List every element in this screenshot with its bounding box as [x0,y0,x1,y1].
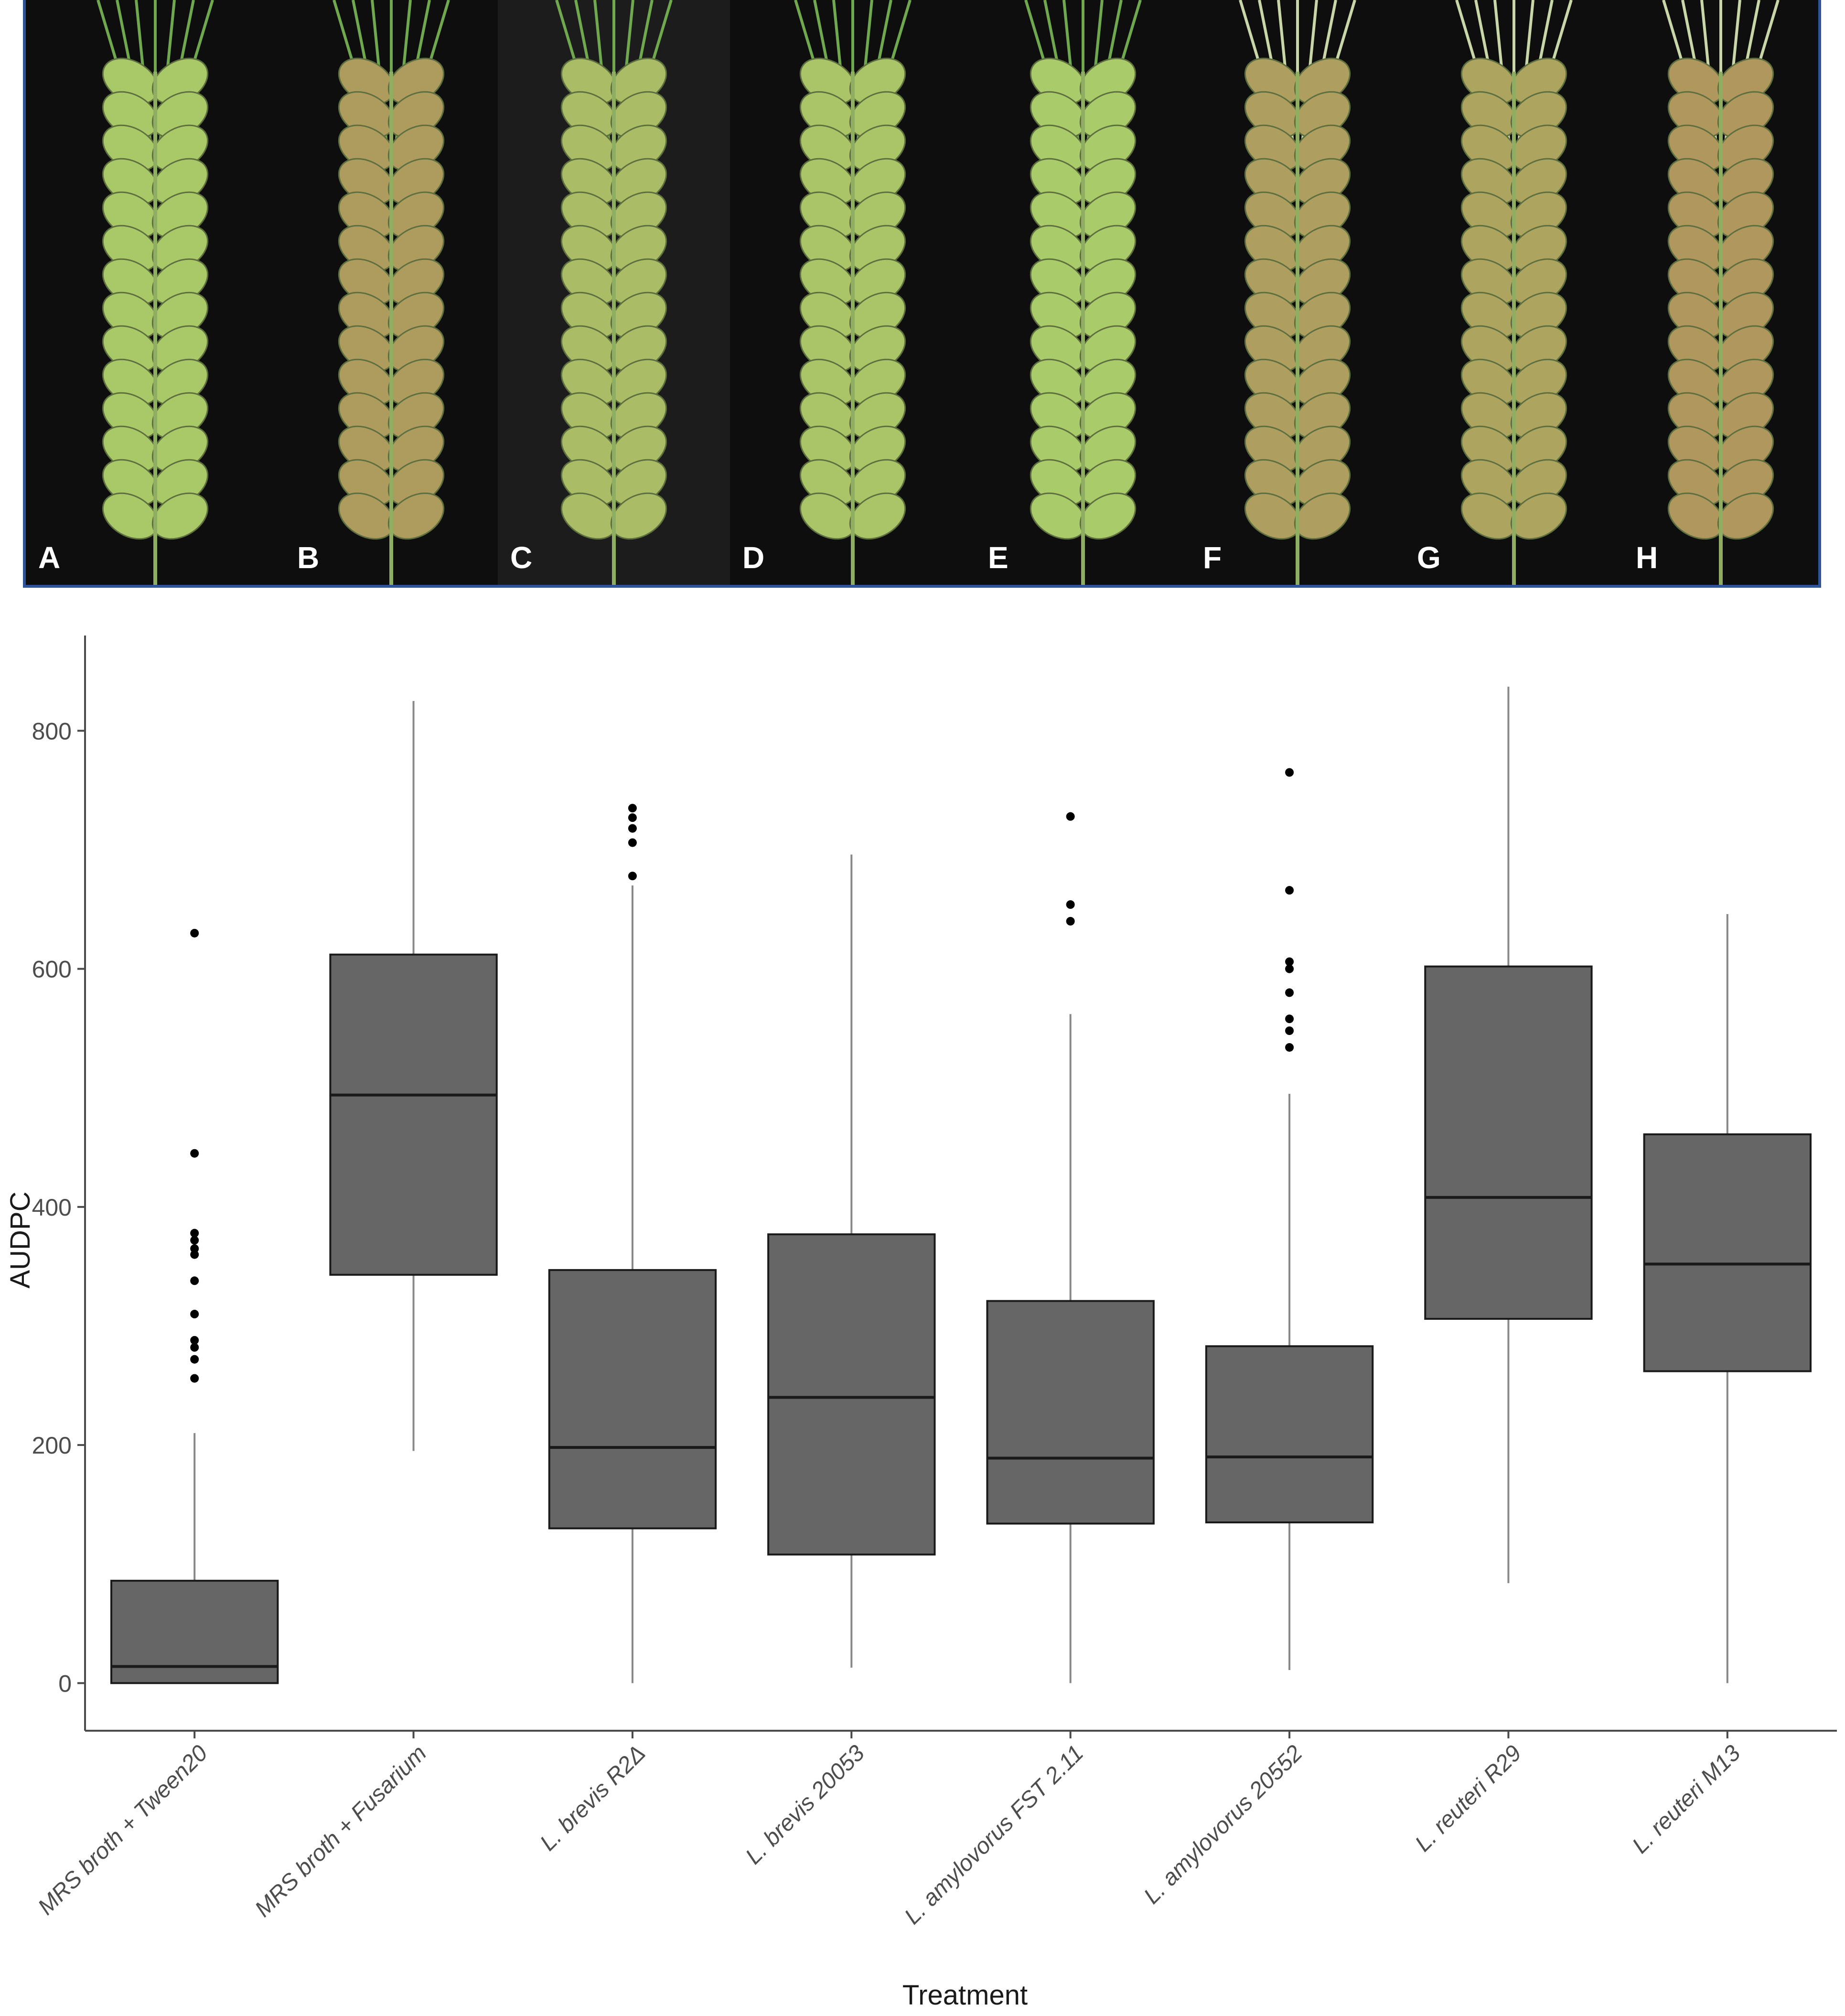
box-iqr [329,953,498,1276]
plot-axes [84,636,1837,1732]
outlier-point [628,872,637,881]
box-iqr [767,1233,936,1556]
outlier-point [1285,768,1294,777]
box-group [1643,914,1812,1683]
wheat-spike-illustration [1239,0,1356,585]
x-tick-label: L. reuteri R29 [1410,1740,1526,1856]
outlier-point [190,1336,199,1345]
outlier-point [628,804,637,813]
x-tick-label: MRS broth + Tween20 [33,1740,213,1920]
panel-label: B [297,540,320,575]
outlier-point [1285,988,1294,997]
panel-label: A [38,540,61,575]
box-iqr [1643,1133,1812,1372]
box-group [1424,687,1593,1584]
outlier-point [190,1310,199,1319]
box-group [986,812,1155,1683]
outlier-point [1285,1026,1294,1035]
box-iqr [548,1269,717,1530]
x-tick-label: L. reuteri M13 [1628,1740,1746,1858]
wheat-photo-panel: C [498,0,730,585]
outlier-point [190,1374,199,1383]
wheat-photo-panel: E [976,0,1191,585]
wheat-spike-illustration [97,0,214,585]
outlier-point [1285,957,1294,966]
outlier-point [190,1355,199,1364]
outlier-point [190,1276,199,1285]
outlier-point [1285,964,1294,973]
outlier-point [190,928,199,938]
wheat-photo-panel: A [26,0,285,585]
outlier-point [1285,886,1294,895]
outlier-point [190,1236,199,1245]
outlier-point [1285,1014,1294,1024]
panel-label: E [988,540,1008,575]
wheat-spike-illustration [333,0,450,585]
plot-boxes [110,687,1812,1684]
x-tick-label: L. brevis 20053 [741,1740,870,1869]
wheat-photo-panel: B [285,0,498,585]
outlier-point [190,1149,199,1158]
y-tick-label: 600 [32,956,72,983]
box-group [1205,768,1374,1670]
wheat-photo-panel: H [1623,0,1818,585]
wheat-spike-illustration [1455,0,1573,585]
outlier-point [1066,900,1075,909]
wheat-spike-illustration [1024,0,1142,585]
wheat-photo-panel: F [1191,0,1405,585]
outlier-point [1285,1043,1294,1052]
wheat-spike-illustration [555,0,673,585]
panel-label: F [1203,540,1222,575]
panel-label: C [510,540,533,575]
box-group [548,804,717,1683]
wheat-photo-panel: G [1405,0,1623,585]
outlier-point [1066,916,1075,926]
wheat-spike-illustration [1662,0,1780,585]
x-tick-label: L. amylovorus 20552 [1139,1740,1308,1909]
wheat-spike-illustration [794,0,912,585]
wheat-photo-panel: D [730,0,976,585]
x-tick-label: MRS broth + Fusarium [250,1740,432,1922]
panel-label: H [1636,540,1658,575]
box-iqr [986,1300,1155,1525]
outlier-point [190,1229,199,1238]
outlier-point [190,1343,199,1352]
box-group [110,928,279,1684]
outlier-point [628,813,637,822]
outlier-point [628,824,637,833]
box-group [329,701,498,1451]
box-group [767,854,936,1668]
outlier-point [1066,812,1075,821]
outlier-point [190,1244,199,1253]
box-iqr [1205,1345,1374,1524]
y-axis-title: AUDPC [5,1191,36,1288]
x-tick-label: L. brevis R2Δ [535,1740,650,1855]
y-tick-label: 400 [32,1194,72,1221]
x-axis-title: Treatment [902,1980,1028,2011]
x-tick-label: L. amylovorus FST 2.11 [900,1740,1088,1929]
box-iqr [1424,965,1593,1320]
y-tick-label: 200 [32,1432,72,1459]
outlier-point [628,838,637,847]
audpc-boxplot: 0 200 400 600 800 MRS broth + Tween20 MRS brot… [5,636,1837,2011]
panel-label: D [742,540,765,575]
y-tick-label: 800 [32,718,72,744]
y-tick-label: 0 [58,1670,72,1697]
outlier-point [190,1250,199,1259]
photo-strip: A B C D E F G H [23,0,1821,588]
panel-label: G [1417,540,1441,575]
